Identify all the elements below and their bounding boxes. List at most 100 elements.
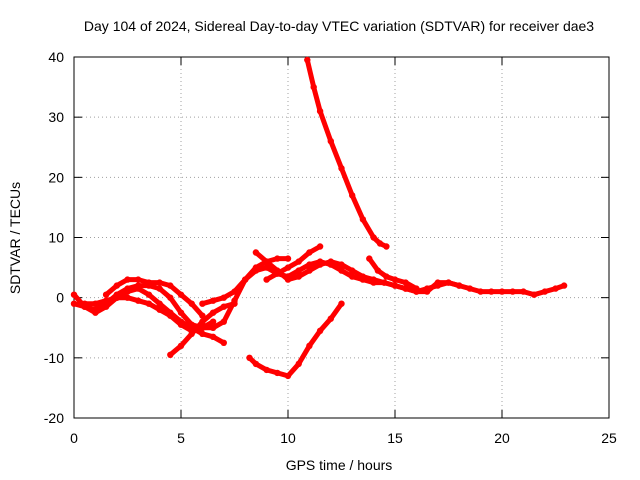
data-point xyxy=(199,300,206,307)
data-point xyxy=(209,318,217,325)
series-track-i xyxy=(366,255,420,292)
data-point xyxy=(231,288,238,295)
data-point xyxy=(199,330,206,337)
data-point xyxy=(327,138,334,145)
data-point xyxy=(349,267,356,274)
data-point xyxy=(167,294,174,301)
data-point xyxy=(402,285,409,292)
data-point xyxy=(274,270,281,277)
data-point xyxy=(156,285,163,292)
data-point xyxy=(188,330,195,337)
data-point xyxy=(177,342,185,349)
chart-title: Day 104 of 2024, Sidereal Day-to-day VTE… xyxy=(84,18,594,34)
data-point xyxy=(530,291,538,298)
data-point xyxy=(560,282,568,289)
data-point xyxy=(310,83,317,91)
series-line xyxy=(103,277,205,319)
data-point xyxy=(156,279,163,286)
data-point xyxy=(199,318,206,325)
data-point xyxy=(252,267,260,274)
data-point xyxy=(220,294,227,301)
data-point xyxy=(304,56,311,64)
data-point xyxy=(359,273,367,280)
series-track-h xyxy=(263,243,324,283)
y-tick-label: 30 xyxy=(48,109,64,125)
data-point xyxy=(306,261,313,268)
data-point xyxy=(135,285,142,292)
data-point xyxy=(177,321,185,328)
data-point xyxy=(124,288,131,295)
data-point xyxy=(338,165,345,172)
data-point xyxy=(188,300,195,307)
data-point xyxy=(145,300,153,307)
data-point xyxy=(316,243,324,250)
data-point xyxy=(359,216,367,223)
data-point xyxy=(316,108,324,115)
data-point xyxy=(413,285,420,292)
data-point xyxy=(124,276,131,283)
data-point xyxy=(366,255,373,262)
data-point xyxy=(295,267,302,274)
data-point xyxy=(383,243,390,250)
x-tick-label: 5 xyxy=(177,430,185,446)
data-point xyxy=(284,276,292,283)
data-point xyxy=(316,327,324,334)
data-point xyxy=(220,318,227,325)
data-point xyxy=(209,324,217,331)
series-track-k xyxy=(304,56,390,250)
data-point xyxy=(370,276,377,283)
data-point xyxy=(498,288,506,295)
data-point xyxy=(520,288,527,295)
data-point xyxy=(402,279,409,286)
data-point xyxy=(209,297,217,304)
data-series xyxy=(70,56,568,380)
x-tick-label: 15 xyxy=(387,430,403,446)
y-axis-label: SDTVAR / TECUs xyxy=(7,182,23,294)
data-point xyxy=(113,294,121,301)
data-point xyxy=(383,273,390,280)
x-tick-label: 20 xyxy=(494,430,510,446)
data-point xyxy=(92,300,99,307)
data-point xyxy=(231,300,238,307)
data-point xyxy=(274,255,281,262)
data-point xyxy=(102,297,110,304)
data-point xyxy=(316,261,324,268)
data-point xyxy=(70,291,78,298)
data-point xyxy=(220,339,227,346)
data-point xyxy=(113,282,121,289)
data-point xyxy=(477,288,484,295)
data-point xyxy=(124,294,131,301)
data-point xyxy=(284,372,292,380)
x-tick-label: 25 xyxy=(601,430,617,446)
data-point xyxy=(349,273,356,280)
y-tick-label: 40 xyxy=(48,49,64,65)
data-point xyxy=(374,267,382,274)
data-point xyxy=(338,300,345,307)
data-point xyxy=(423,288,431,295)
data-point xyxy=(92,309,99,316)
y-tick-label: 10 xyxy=(48,230,64,246)
axis-ticks: 0 5 10 15 20 25 -20 -10 0 10 20 30 40 xyxy=(44,49,617,446)
data-point xyxy=(102,291,110,298)
data-point xyxy=(167,282,174,289)
data-point xyxy=(209,309,217,316)
data-point xyxy=(376,240,384,247)
y-tick-label: 20 xyxy=(48,169,64,185)
series-track-e xyxy=(167,300,238,358)
data-point xyxy=(242,276,249,283)
data-point xyxy=(306,249,313,256)
y-tick-label: -20 xyxy=(44,410,64,426)
data-point xyxy=(156,300,163,307)
data-point xyxy=(381,279,388,286)
data-point xyxy=(167,312,174,319)
x-tick-label: 0 xyxy=(70,430,78,446)
data-point xyxy=(135,276,142,283)
data-point xyxy=(306,267,313,274)
data-point xyxy=(145,279,153,286)
data-point xyxy=(274,369,281,377)
data-point xyxy=(263,258,270,265)
data-point xyxy=(252,360,260,368)
data-point xyxy=(391,282,399,289)
data-point xyxy=(306,342,313,349)
series-line xyxy=(247,301,344,379)
